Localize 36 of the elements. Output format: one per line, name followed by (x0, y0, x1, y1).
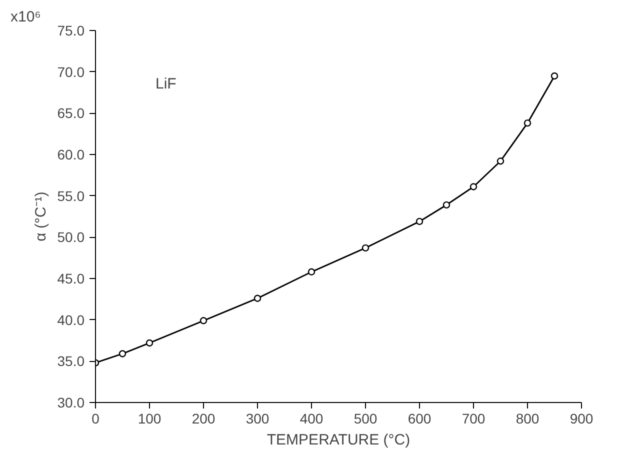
y-tick-label: 70.0 (57, 64, 85, 80)
point (200, 317, 208, 324)
annotation: LiF (156, 76, 176, 92)
y-tick-label: 50.0 (57, 229, 85, 246)
x-axis-title: TEMPERATURE (°C) (266, 432, 410, 448)
point (254, 294, 262, 302)
point (550, 72, 558, 80)
y-tick-label: 30.0 (57, 394, 85, 410)
x-tick-label: 400 (300, 410, 324, 426)
y-tick-label: 55.0 (57, 188, 85, 204)
y-tick-label: 45.0 (57, 270, 85, 286)
text: x10⁶ (10, 8, 41, 26)
x-tick-label: 600 (408, 410, 432, 426)
x-tick-label: 300 (246, 410, 270, 426)
point (308, 268, 316, 276)
y-tick-label: 75.0 (57, 22, 85, 38)
point (496, 158, 504, 165)
y-tick-label: 60.0 (57, 146, 85, 162)
y-tick-label: 40.0 (57, 312, 85, 328)
y-tick-label: 35.0 (57, 353, 85, 370)
point (524, 119, 532, 127)
point (442, 201, 450, 209)
point (416, 218, 424, 226)
x-tick-label: 100 (138, 410, 162, 426)
point (362, 244, 370, 252)
point (146, 339, 154, 347)
x-tick-label: 900 (570, 410, 594, 426)
x-tick-label: 800 (516, 410, 540, 426)
x-tick-label: 0 (92, 410, 100, 426)
y-tick-label: 65.0 (57, 105, 85, 122)
point (118, 350, 126, 358)
x-tick-label: 200 (192, 410, 216, 426)
x-tick-label: 500 (354, 410, 378, 426)
y-axis-title: α (°C⁻¹) (32, 192, 50, 242)
point (470, 183, 478, 190)
x-tick-label: 700 (462, 410, 486, 426)
